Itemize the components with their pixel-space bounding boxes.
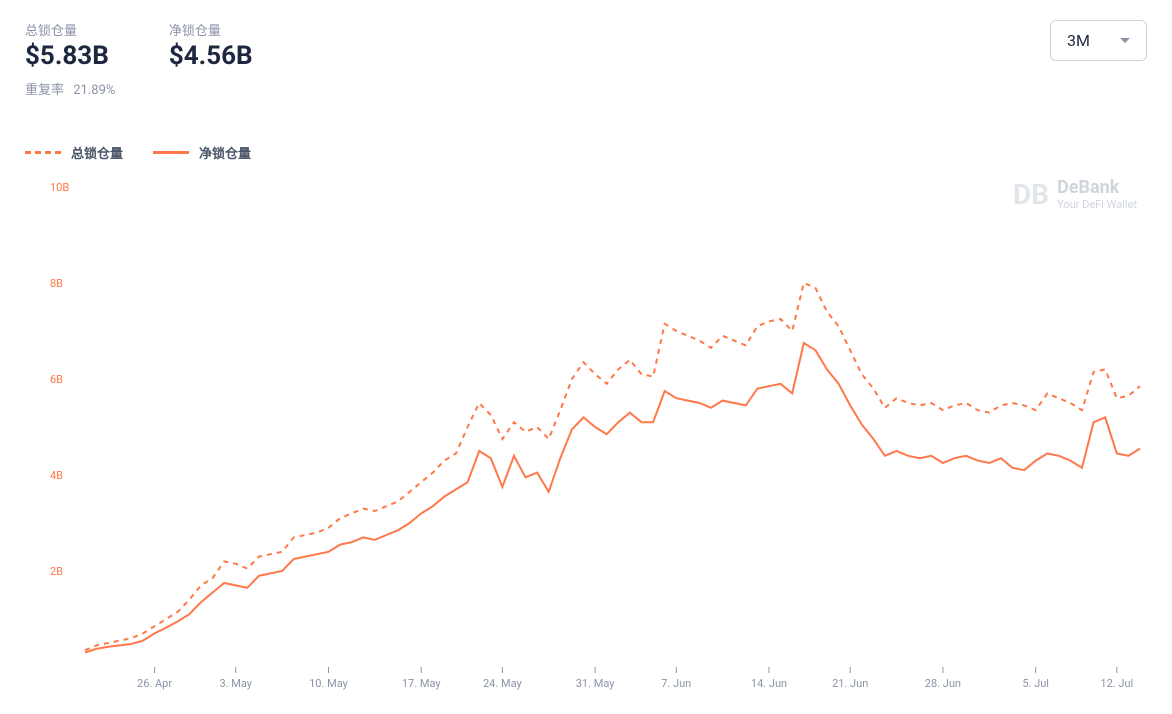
period-selected: 3M xyxy=(1067,31,1090,50)
legend-item-net[interactable]: 净锁仓量 xyxy=(153,143,251,162)
rate-metric: 重复率 21.89% xyxy=(25,79,253,98)
legend-total-label: 总锁仓量 xyxy=(71,143,123,162)
metric-net-value: $4.56B xyxy=(169,41,253,71)
svg-text:10B: 10B xyxy=(50,181,69,194)
svg-text:21. Jun: 21. Jun xyxy=(832,677,868,690)
svg-text:7. Jun: 7. Jun xyxy=(661,677,691,690)
metric-total-value: $5.83B xyxy=(25,41,109,71)
metric-total: 总锁仓量 $5.83B xyxy=(25,20,109,71)
svg-text:31. May: 31. May xyxy=(576,677,615,690)
svg-text:14. Jun: 14. Jun xyxy=(751,677,787,690)
svg-text:28. Jun: 28. Jun xyxy=(925,677,961,690)
svg-text:24. May: 24. May xyxy=(483,677,522,690)
period-dropdown[interactable]: 3M xyxy=(1050,20,1147,61)
series-total-line xyxy=(85,283,1140,650)
metric-net-label: 净锁仓量 xyxy=(169,20,253,39)
chevron-down-icon xyxy=(1120,38,1130,43)
watermark-subtitle: Your DeFi Wallet xyxy=(1057,198,1137,211)
chart-container: DB DeBank Your DeFi Wallet 2B 4B 6B 8B 10B 26… xyxy=(25,177,1147,707)
svg-text:3. May: 3. May xyxy=(219,677,252,690)
watermark-logo-icon: DB xyxy=(1013,178,1049,211)
legend-solid-icon xyxy=(153,151,189,154)
svg-text:12. Jul: 12. Jul xyxy=(1100,677,1133,690)
legend-item-total[interactable]: 总锁仓量 xyxy=(25,143,123,162)
svg-text:26. Apr: 26. Apr xyxy=(137,677,172,690)
metric-total-label: 总锁仓量 xyxy=(25,20,109,39)
svg-text:17. May: 17. May xyxy=(402,677,441,690)
metric-net: 净锁仓量 $4.56B xyxy=(169,20,253,71)
rate-value: 21.89% xyxy=(73,83,115,98)
legend: 总锁仓量 净锁仓量 xyxy=(25,143,1147,162)
svg-text:2B: 2B xyxy=(50,565,63,578)
watermark-title: DeBank xyxy=(1057,177,1137,198)
legend-dashed-icon xyxy=(25,151,61,154)
line-chart[interactable]: 2B 4B 6B 8B 10B 26. Apr 3. May 10. May 17. May 24… xyxy=(25,177,1147,707)
watermark: DB DeBank Your DeFi Wallet xyxy=(1013,177,1137,211)
header: 总锁仓量 $5.83B 净锁仓量 $4.56B 重复率 21.89% 3M xyxy=(25,20,1147,98)
svg-text:10. May: 10. May xyxy=(309,677,348,690)
svg-text:4B: 4B xyxy=(50,469,63,482)
series-net-line xyxy=(85,343,1140,653)
svg-text:6B: 6B xyxy=(50,373,63,386)
metrics-group: 总锁仓量 $5.83B 净锁仓量 $4.56B 重复率 21.89% xyxy=(25,20,253,98)
svg-text:5. Jul: 5. Jul xyxy=(1022,677,1049,690)
rate-label: 重复率 xyxy=(25,83,64,98)
legend-net-label: 净锁仓量 xyxy=(199,143,251,162)
svg-text:8B: 8B xyxy=(50,277,63,290)
